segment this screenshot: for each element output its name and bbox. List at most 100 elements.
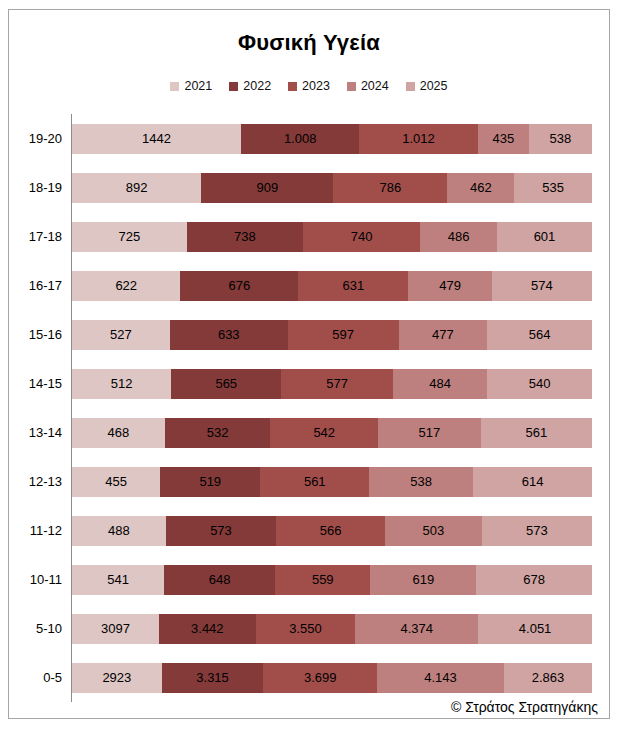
bar-row: 5-1030973.4423.5504.3744.051 bbox=[9, 604, 609, 653]
segment-value-label: 561 bbox=[525, 425, 547, 440]
category-label: 10-11 bbox=[9, 572, 62, 587]
bar-segment-2025: 564 bbox=[487, 320, 592, 350]
copyright-footer: © Στράτος Στρατηγάκης bbox=[451, 699, 598, 715]
stacked-bar: 725738740486601 bbox=[72, 222, 592, 252]
segment-value-label: 3.699 bbox=[304, 670, 337, 685]
stacked-bar: 455519561538614 bbox=[72, 467, 592, 497]
stacked-bar: 622 676 631 479 574 bbox=[72, 271, 592, 301]
bar-segment-2025: 601 bbox=[497, 222, 592, 252]
bar-segment-2021: 488 bbox=[72, 516, 166, 546]
segment-value-label: 678 bbox=[523, 572, 545, 587]
bar-segment-2023: 561 bbox=[260, 467, 369, 497]
bar-segment-2021: 512 bbox=[72, 369, 171, 399]
bar-segment-2024: 486 bbox=[420, 222, 497, 252]
bar-segment-2025: 2.863 bbox=[504, 663, 592, 693]
legend-label: 2023 bbox=[302, 79, 330, 93]
category-label: 12-13 bbox=[9, 474, 62, 489]
bar-row: 17-18725738740486601 bbox=[9, 212, 609, 261]
segment-value-label: 479 bbox=[439, 278, 461, 293]
category-label: 18-19 bbox=[9, 180, 62, 195]
category-label: 14-15 bbox=[9, 376, 62, 391]
legend-swatch-icon bbox=[406, 82, 415, 91]
stacked-bar: 29233.3153.6994.1432.863 bbox=[72, 663, 592, 693]
segment-value-label: 676 bbox=[229, 278, 251, 293]
legend-label: 2024 bbox=[361, 79, 389, 93]
bar-segment-2025: 540 bbox=[487, 369, 592, 399]
legend-swatch-icon bbox=[170, 82, 179, 91]
bar-segment-2021: 3097 bbox=[72, 614, 159, 644]
segment-value-label: 486 bbox=[448, 229, 470, 244]
segment-value-label: 4.051 bbox=[519, 621, 552, 636]
segment-value-label: 1.012 bbox=[402, 131, 435, 146]
bar-segment-2022: 1.008 bbox=[241, 124, 359, 154]
segment-value-label: 542 bbox=[313, 425, 335, 440]
bar-segment-2024: 479 bbox=[408, 271, 492, 301]
category-label: 13-14 bbox=[9, 425, 62, 440]
bar-segment-2024: 503 bbox=[385, 516, 482, 546]
bar-segment-2022: 3.315 bbox=[162, 663, 264, 693]
stacked-bar: 512565577484540 bbox=[72, 369, 592, 399]
segment-value-label: 519 bbox=[199, 474, 221, 489]
category-label: 19-20 bbox=[9, 131, 62, 146]
bar-segment-2023: 786 bbox=[333, 173, 447, 203]
bar-segment-2021: 1442 bbox=[72, 124, 241, 154]
legend-swatch-icon bbox=[229, 82, 238, 91]
legend-item-2025: 2025 bbox=[406, 79, 448, 93]
segment-value-label: 622 bbox=[115, 278, 137, 293]
segment-value-label: 3.442 bbox=[191, 621, 224, 636]
bar-segment-2024: 4.143 bbox=[377, 663, 504, 693]
segment-value-label: 538 bbox=[550, 131, 572, 146]
legend-swatch-icon bbox=[288, 82, 297, 91]
bar-row: 16-17622676631479574 bbox=[9, 261, 609, 310]
segment-value-label: 725 bbox=[118, 229, 140, 244]
legend: 20212022202320242025 bbox=[9, 79, 609, 93]
segment-value-label: 597 bbox=[332, 327, 354, 342]
segment-value-label: 503 bbox=[423, 523, 445, 538]
bar-segment-2023: 1.012 bbox=[359, 124, 478, 154]
bar-row: 12-13455519561538614 bbox=[9, 457, 609, 506]
segment-value-label: 786 bbox=[379, 180, 401, 195]
bar-segment-2023: 3.699 bbox=[263, 663, 377, 693]
segment-value-label: 892 bbox=[126, 180, 148, 195]
legend-item-2023: 2023 bbox=[288, 79, 330, 93]
bar-segment-2024: 538 bbox=[369, 467, 473, 497]
stacked-bar: 541648559619678 bbox=[72, 565, 592, 595]
bar-row: 13-14468532542517561 bbox=[9, 408, 609, 457]
segment-value-label: 462 bbox=[470, 180, 492, 195]
bar-segment-2025: 573 bbox=[482, 516, 592, 546]
segment-value-label: 909 bbox=[256, 180, 278, 195]
segment-value-label: 4.374 bbox=[401, 621, 434, 636]
bar-segment-2024: 517 bbox=[378, 418, 481, 448]
bar-segment-2023: 740 bbox=[303, 222, 420, 252]
legend-item-2021: 2021 bbox=[170, 79, 212, 93]
category-label: 11-12 bbox=[9, 523, 62, 538]
bar-row: 18-19 892 909 786 462 535 bbox=[9, 163, 609, 212]
segment-value-label: 3.315 bbox=[196, 670, 229, 685]
bar-segment-2022: 676 bbox=[180, 271, 298, 301]
bar-segment-2024: 462 bbox=[447, 173, 514, 203]
bar-segment-2025: 538 bbox=[529, 124, 592, 154]
stacked-bar: 892 909 786 462 535 bbox=[72, 173, 592, 203]
segment-value-label: 488 bbox=[108, 523, 130, 538]
bar-segment-2021: 541 bbox=[72, 565, 164, 595]
bar-row: 14-15 512565577484540 bbox=[9, 359, 609, 408]
segment-value-label: 535 bbox=[542, 180, 564, 195]
segment-value-label: 477 bbox=[432, 327, 454, 342]
stacked-bar: 468532542517561 bbox=[72, 418, 592, 448]
bar-segment-2022: 648 bbox=[164, 565, 275, 595]
bar-row: 11-12488573566503573 bbox=[9, 506, 609, 555]
category-label: 15-16 bbox=[9, 327, 62, 342]
segment-value-label: 517 bbox=[418, 425, 440, 440]
segment-value-label: 541 bbox=[107, 572, 129, 587]
segment-value-label: 1442 bbox=[142, 131, 171, 146]
bar-segment-2025: 574 bbox=[492, 271, 592, 301]
segment-value-label: 574 bbox=[531, 278, 553, 293]
segment-value-label: 631 bbox=[342, 278, 364, 293]
bar-segment-2023: 542 bbox=[270, 418, 378, 448]
segment-value-label: 601 bbox=[534, 229, 556, 244]
bar-segment-2021: 725 bbox=[72, 222, 187, 252]
legend-label: 2025 bbox=[420, 79, 448, 93]
bar-segment-2025: 4.051 bbox=[478, 614, 592, 644]
category-label: 0-5 bbox=[9, 670, 62, 685]
bar-segment-2024: 435 bbox=[478, 124, 529, 154]
